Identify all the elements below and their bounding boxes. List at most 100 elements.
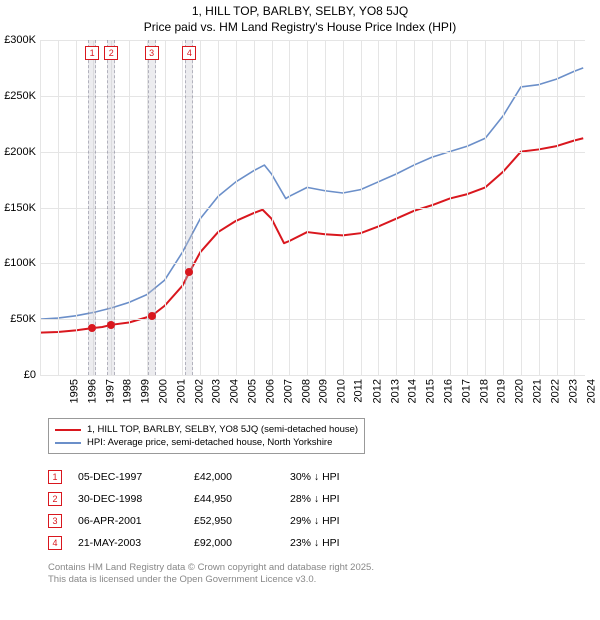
x-tick-label: 2015 <box>425 379 437 403</box>
sale-marker-box: 4 <box>182 46 196 60</box>
x-tick-label: 2008 <box>300 379 312 403</box>
line-property <box>40 138 583 332</box>
x-tick-label: 2009 <box>318 379 330 403</box>
plot-area: 1234 <box>40 40 585 375</box>
sale-row: 4 21-MAY-2003 £92,000 23% ↓ HPI <box>48 532 380 554</box>
x-tick-label: 2000 <box>158 379 170 403</box>
sale-row-marker: 4 <box>48 536 62 550</box>
x-tick-label: 2014 <box>407 379 419 403</box>
sale-dot <box>148 312 156 320</box>
sale-band <box>185 40 193 375</box>
x-tick-label: 2012 <box>371 379 383 403</box>
sale-row-delta: 29% ↓ HPI <box>290 515 380 527</box>
gridline-v <box>361 40 362 375</box>
x-tick-label: 2024 <box>585 379 597 403</box>
gridline-v <box>129 40 130 375</box>
x-tick-label: 1998 <box>122 379 134 403</box>
attribution-text: Contains HM Land Registry data © Crown c… <box>48 562 374 587</box>
sale-dot <box>185 268 193 276</box>
sale-row-marker: 2 <box>48 492 62 506</box>
x-tick-label: 1997 <box>104 379 116 403</box>
gridline-v <box>325 40 326 375</box>
y-tick-label: £300K <box>0 34 36 46</box>
gridline-v <box>557 40 558 375</box>
sale-dot <box>107 321 115 329</box>
legend-swatch-red <box>55 429 81 431</box>
sale-row-date: 21-MAY-2003 <box>78 537 178 549</box>
sale-row-delta: 23% ↓ HPI <box>290 537 380 549</box>
x-tick-label: 2020 <box>514 379 526 403</box>
gridline-v <box>236 40 237 375</box>
sale-row: 1 05-DEC-1997 £42,000 30% ↓ HPI <box>48 466 380 488</box>
legend-box: 1, HILL TOP, BARLBY, SELBY, YO8 5JQ (sem… <box>48 418 365 454</box>
sale-dot <box>88 324 96 332</box>
gridline-v <box>200 40 201 375</box>
attribution-line2: This data is licensed under the Open Gov… <box>48 574 374 586</box>
x-tick-label: 2018 <box>478 379 490 403</box>
x-tick-label: 1999 <box>140 379 152 403</box>
sale-row-price: £92,000 <box>194 537 274 549</box>
sale-band <box>148 40 156 375</box>
x-tick-label: 2004 <box>229 379 241 403</box>
legend-label-hpi: HPI: Average price, semi-detached house,… <box>87 437 332 448</box>
gridline-v <box>182 40 183 375</box>
gridline-v <box>414 40 415 375</box>
gridline-v <box>218 40 219 375</box>
legend-label-property: 1, HILL TOP, BARLBY, SELBY, YO8 5JQ (sem… <box>87 424 358 435</box>
chart-title: 1, HILL TOP, BARLBY, SELBY, YO8 5JQ <box>0 0 600 18</box>
gridline-v <box>289 40 290 375</box>
gridline-v <box>574 40 575 375</box>
sale-row-marker: 3 <box>48 514 62 528</box>
gridline-v <box>307 40 308 375</box>
x-tick-label: 1996 <box>86 379 98 403</box>
sale-row-date: 06-APR-2001 <box>78 515 178 527</box>
y-tick-label: £200K <box>0 146 36 158</box>
gridline-v <box>378 40 379 375</box>
gridline-v <box>539 40 540 375</box>
x-tick-label: 2007 <box>282 379 294 403</box>
sale-row: 3 06-APR-2001 £52,950 29% ↓ HPI <box>48 510 380 532</box>
gridline-v <box>254 40 255 375</box>
sale-row-delta: 28% ↓ HPI <box>290 493 380 505</box>
x-tick-label: 2003 <box>211 379 223 403</box>
x-tick-label: 2001 <box>175 379 187 403</box>
sale-row-marker: 1 <box>48 470 62 484</box>
gridline-v <box>467 40 468 375</box>
gridline-h <box>40 375 585 376</box>
gridline-v <box>165 40 166 375</box>
x-tick-label: 2013 <box>389 379 401 403</box>
chart-subtitle: Price paid vs. HM Land Registry's House … <box>0 18 600 34</box>
sale-marker-box: 2 <box>104 46 118 60</box>
sale-marker-box: 3 <box>145 46 159 60</box>
sale-row-price: £42,000 <box>194 471 274 483</box>
gridline-v <box>432 40 433 375</box>
gridline-v <box>396 40 397 375</box>
gridline-v <box>76 40 77 375</box>
x-tick-label: 1995 <box>68 379 80 403</box>
y-tick-label: £150K <box>0 202 36 214</box>
gridline-v <box>485 40 486 375</box>
sale-row-delta: 30% ↓ HPI <box>290 471 380 483</box>
gridline-v <box>343 40 344 375</box>
legend-item-property: 1, HILL TOP, BARLBY, SELBY, YO8 5JQ (sem… <box>55 423 358 436</box>
y-tick-label: £100K <box>0 257 36 269</box>
y-tick-label: £0 <box>0 369 36 381</box>
legend-item-hpi: HPI: Average price, semi-detached house,… <box>55 436 358 449</box>
sale-row-price: £44,950 <box>194 493 274 505</box>
legend-swatch-blue <box>55 442 81 444</box>
x-tick-label: 2002 <box>193 379 205 403</box>
attribution-line1: Contains HM Land Registry data © Crown c… <box>48 562 374 574</box>
gridline-v <box>521 40 522 375</box>
x-tick-label: 2005 <box>247 379 259 403</box>
gridline-v <box>503 40 504 375</box>
line-hpi <box>40 68 583 319</box>
sale-row-date: 05-DEC-1997 <box>78 471 178 483</box>
y-tick-label: £250K <box>0 90 36 102</box>
sale-row-price: £52,950 <box>194 515 274 527</box>
x-tick-label: 2022 <box>549 379 561 403</box>
sale-row: 230-DEC-1998£44,95028% ↓ HPI <box>48 488 380 510</box>
sales-table: 105-DEC-1997£42,00030% ↓ HPI230-DEC-1998… <box>48 466 380 554</box>
gridline-v <box>272 40 273 375</box>
y-tick-label: £50K <box>0 313 36 325</box>
x-tick-label: 2016 <box>443 379 455 403</box>
